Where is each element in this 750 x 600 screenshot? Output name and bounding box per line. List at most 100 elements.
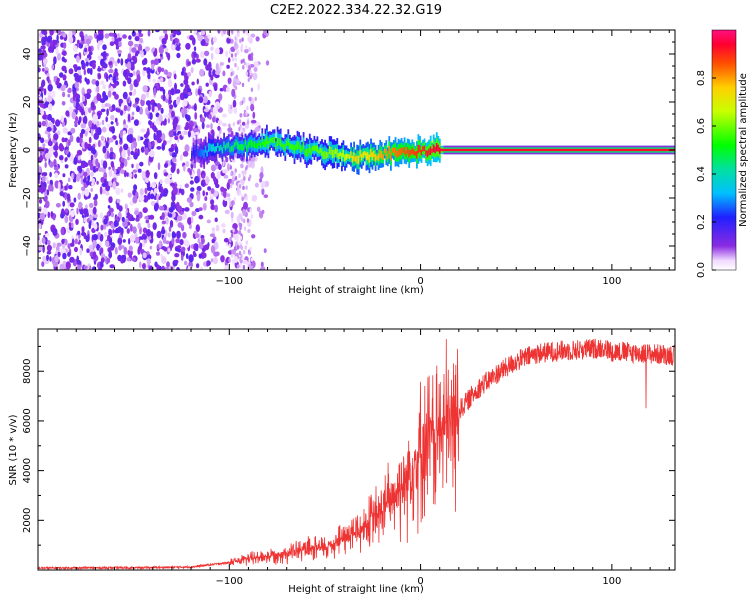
colorbar: 0.0 0.2 0.4 0.6 0.8 Normalized spectral ampl… [696,29,749,278]
heatmap-noise-cell [193,253,197,257]
heatmap-noise-cell [238,222,242,227]
heatmap-ridge-cell [422,146,424,152]
heatmap-noise-cell [231,200,234,205]
heatmap-noise-cell [156,230,162,239]
heatmap-noise-cell [234,62,237,68]
heatmap-ridge-cell [416,150,418,159]
heatmap-noise-cell [142,252,147,259]
heatmap-noise-cell [219,87,224,92]
heatmap-noise-cell [117,33,120,38]
heatmap-ridge-cell [383,148,386,153]
heatmap-noise-cell [167,79,173,88]
y-tick-label: 2000 [22,508,33,533]
heatmap-noise-cell [222,113,227,118]
heatmap-noise-cell [84,111,88,116]
heatmap-noise-cell [38,239,42,246]
heatmap-noise-cell [232,228,235,233]
heatmap-noise-cell [62,127,68,134]
heatmap-noise-cell [138,120,142,125]
heatmap-ridge-cell [201,149,204,156]
heatmap-noise-cell [210,164,217,172]
heatmap-noise-cell [251,194,258,202]
heatmap-noise-cell [113,220,118,228]
heatmap-noise-cell [87,233,90,242]
heatmap-noise-cell [245,111,248,116]
heatmap-ridge-cell [252,141,254,148]
heatmap-noise-cell [133,43,139,48]
heatmap-noise-cell [102,91,107,99]
heatmap-noise-cell [96,243,100,251]
heatmap-noise-cell [242,259,248,265]
heatmap-noise-cell [159,86,165,92]
heatmap-noise-cell [114,117,118,123]
heatmap-noise-cell [119,129,123,139]
heatmap-noise-cell [78,201,83,210]
heatmap-ridge-cell [426,150,429,158]
heatmap-noise-cell [149,193,155,200]
heatmap-noise-cell [204,196,208,202]
heatmap-noise-cell [108,250,113,259]
heatmap-noise-cell [169,33,173,42]
heatmap-noise-cell [158,114,163,122]
heatmap-noise-cell [210,204,215,211]
heatmap-noise-cell [88,46,92,52]
heatmap-noise-cell [232,99,237,109]
heatmap-noise-cell [161,133,166,141]
heatmap-noise-cell [77,66,81,71]
heatmap-noise-cell [231,88,236,98]
heatmap-noise-cell [243,201,248,210]
heatmap-noise-cell [184,144,190,153]
heatmap-noise-cell [109,147,113,153]
heatmap-noise-cell [68,106,74,114]
heatmap-noise-cell [145,131,150,137]
heatmap-noise-cell [128,238,131,245]
heatmap-noise-cell [61,238,65,245]
heatmap-noise-cell [128,172,133,178]
spectrogram-ticks: −100 0 100 −40 −20 0 20 40 [22,30,675,287]
heatmap-noise-cell [230,53,234,58]
heatmap-ridge-cell [272,137,274,143]
heatmap-noise-cell [193,30,197,36]
heatmap-noise-cell [230,183,233,188]
heatmap-noise-cell [118,244,122,251]
heatmap-noise-cell [151,181,157,189]
heatmap-noise-cell [238,250,242,256]
heatmap-ridge-cell [403,146,406,155]
heatmap-noise-cell [245,166,248,171]
heatmap-noise-cell [168,130,174,138]
heatmap-noise-cell [174,145,178,153]
heatmap-noise-cell [188,254,194,263]
heatmap-ridge-cell [393,147,395,153]
heatmap-noise-cell [102,145,107,154]
heatmap-noise-cell [131,111,135,116]
heatmap-noise-cell [85,61,89,67]
heatmap-noise-cell [61,137,65,143]
heatmap-ridge-cell [233,142,236,148]
heatmap-ridge-cell [406,147,409,154]
heatmap-noise-cell [57,181,61,190]
heatmap-ridge-cell [191,153,193,159]
heatmap-noise-cell [146,258,151,265]
heatmap-noise-cell [74,120,78,125]
heatmap-noise-cell [133,119,140,126]
heatmap-noise-cell [249,246,252,252]
heatmap-noise-cell [176,30,182,36]
heatmap-noise-cell [201,182,205,186]
heatmap-noise-cell [187,217,192,225]
heatmap-noise-cell [145,100,151,106]
heatmap-noise-cell [142,207,148,214]
heatmap-noise-cell [43,172,48,177]
heatmap-noise-cell [117,58,120,64]
heatmap-noise-cell [168,99,173,104]
heatmap-noise-cell [158,240,162,249]
colorbar-label: Normalized spectral amplitude [738,73,749,227]
heatmap-noise-cell [228,123,231,128]
heatmap-noise-cell [68,185,73,190]
heatmap-noise-cell [60,115,64,123]
heatmap-noise-cell [62,252,67,260]
heatmap-ridge-cell [397,149,400,157]
heatmap-noise-cell [81,226,85,234]
heatmap-noise-cell [123,143,129,151]
heatmap-noise-cell [98,167,103,173]
heatmap-noise-cell [195,243,199,252]
